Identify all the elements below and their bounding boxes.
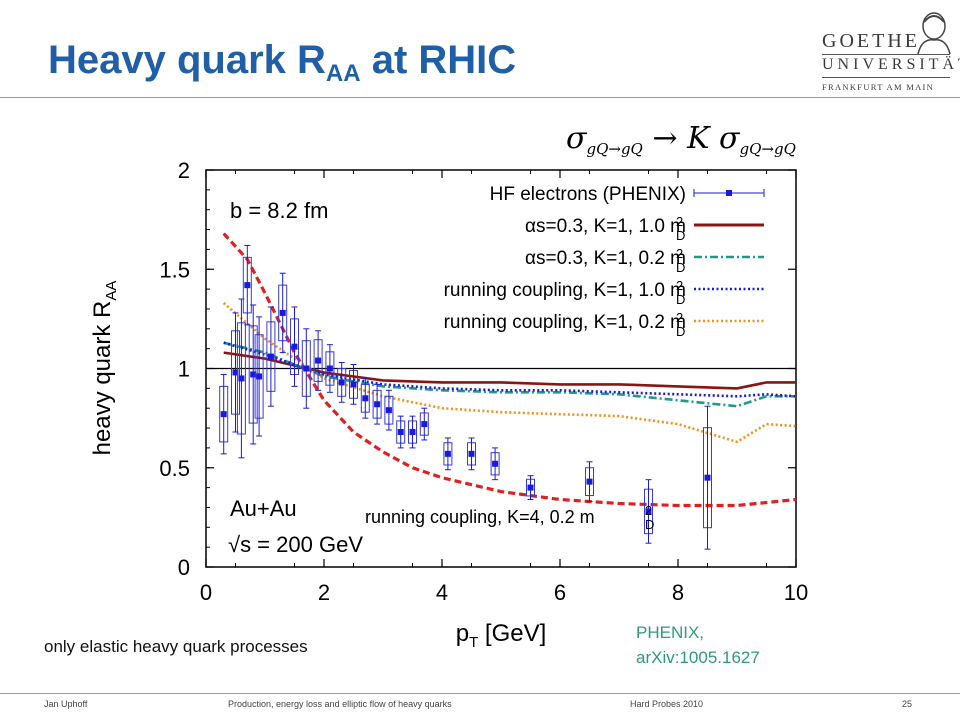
- data-point: [238, 375, 245, 382]
- data-point: [362, 395, 369, 402]
- data-point: [326, 365, 333, 372]
- title-subscript: AA: [325, 60, 361, 87]
- phenix-ref-line2: arXiv:1005.1627: [636, 648, 760, 667]
- logo-divider: [822, 54, 950, 55]
- legend-label-0: HF electrons (PHENIX): [490, 184, 686, 205]
- legend-label-2: αs=0.3, K=1, 0.2 m: [525, 248, 686, 269]
- legend-label-3: running coupling, K=1, 1.0 m: [444, 280, 686, 301]
- data-point: [704, 474, 711, 481]
- data-point: [250, 371, 257, 378]
- footer-author: Jan Uphoff: [44, 699, 88, 709]
- data-point: [397, 429, 404, 436]
- logo-divider: [822, 77, 950, 78]
- footnote-elastic: only elastic heavy quark processes: [44, 637, 308, 656]
- x-tick-label: 0: [200, 580, 212, 605]
- x-tick-label: 8: [672, 580, 684, 605]
- title-main: Heavy quark R: [48, 38, 326, 82]
- footer-conference: Hard Probes 2010: [630, 699, 704, 709]
- legend-label-1: αs=0.3, K=1, 1.0 m: [525, 216, 686, 237]
- x-tick-label: 4: [436, 580, 448, 605]
- annotation-k4-subscript: D: [645, 517, 654, 532]
- x-tick-label: 2: [318, 580, 330, 605]
- data-point: [279, 309, 286, 316]
- annotation-system: Au+Au: [230, 496, 297, 521]
- legend-subscript: D: [676, 324, 685, 339]
- x-axis-label: pT [GeV]: [456, 620, 547, 651]
- legend-marker-point: [726, 190, 732, 196]
- x-tick-label: 6: [554, 580, 566, 605]
- footer-page-number: 25: [902, 699, 913, 709]
- title-divider: [0, 97, 960, 98]
- data-point: [374, 401, 381, 408]
- page-title: Heavy quark RAA at RHIC: [48, 38, 516, 88]
- y-tick-label: 1: [178, 357, 190, 382]
- data-point: [220, 411, 227, 418]
- logo-line-goethe: GOETHE: [822, 30, 920, 52]
- footer-divider: [0, 693, 960, 694]
- data-point: [256, 373, 263, 380]
- data-point: [385, 407, 392, 414]
- raa-chart: 0 2 4 6 8 10 0 0.5 1 1.5 2 pT [GeV] heavy quark RAA H…: [89, 121, 808, 651]
- cross-section-formula: σgQ→gQ → K σgQ→gQ: [566, 121, 796, 158]
- legend-subscript: D: [676, 228, 685, 243]
- data-point: [586, 478, 593, 485]
- y-tick-label: 1.5: [159, 257, 190, 282]
- logo-line-frankfurt: FRANKFURT AM MAIN: [822, 82, 935, 92]
- data-point: [267, 353, 274, 360]
- data-point: [468, 450, 475, 457]
- data-point: [492, 460, 499, 467]
- data-point: [338, 379, 345, 386]
- logo-line-universitaet: UNIVERSITÄT: [822, 56, 960, 73]
- legend-superscript: 2: [676, 246, 683, 261]
- x-tick-label: 10: [784, 580, 808, 605]
- phenix-ref-line1: PHENIX,: [636, 623, 705, 642]
- data-point: [350, 381, 357, 388]
- data-point: [444, 450, 451, 457]
- data-point: [645, 508, 652, 515]
- data-point: [244, 282, 251, 289]
- footer-talk-title: Production, energy loss and elliptic flo…: [228, 699, 452, 709]
- legend-superscript: 2: [676, 310, 683, 325]
- y-tick-label: 0: [178, 555, 190, 580]
- series-line-5: [222, 232, 797, 508]
- goethe-portrait-icon: [917, 12, 951, 54]
- data-point: [315, 357, 322, 364]
- university-logo: GOETHE UNIVERSITÄT FRANKFURT AM MAIN: [820, 10, 960, 100]
- annotation-k4-superscript: 2: [645, 503, 652, 518]
- data-point: [291, 343, 298, 350]
- data-point: [303, 365, 310, 372]
- y-tick-label: 0.5: [159, 456, 190, 481]
- data-point: [421, 421, 428, 428]
- y-axis-label: heavy quark RAA: [89, 281, 120, 456]
- title-tail: at RHIC: [360, 38, 517, 82]
- legend-superscript: 2: [676, 278, 683, 293]
- phenix-reference: PHENIX, arXiv:1005.1627: [636, 620, 836, 670]
- legend-subscript: D: [676, 260, 685, 275]
- data-point: [409, 429, 416, 436]
- legend-superscript: 2: [676, 214, 683, 229]
- annotation-energy: √s = 200 GeV: [228, 532, 363, 557]
- legend-subscript: D: [676, 292, 685, 307]
- data-point: [232, 369, 239, 376]
- annotation-impact: b = 8.2 fm: [230, 198, 328, 223]
- annotation-k4-label: running coupling, K=4, 0.2 m: [365, 507, 595, 527]
- legend-label-4: running coupling, K=1, 0.2 m: [444, 312, 686, 333]
- data-point: [527, 484, 534, 491]
- y-tick-label: 2: [178, 158, 190, 183]
